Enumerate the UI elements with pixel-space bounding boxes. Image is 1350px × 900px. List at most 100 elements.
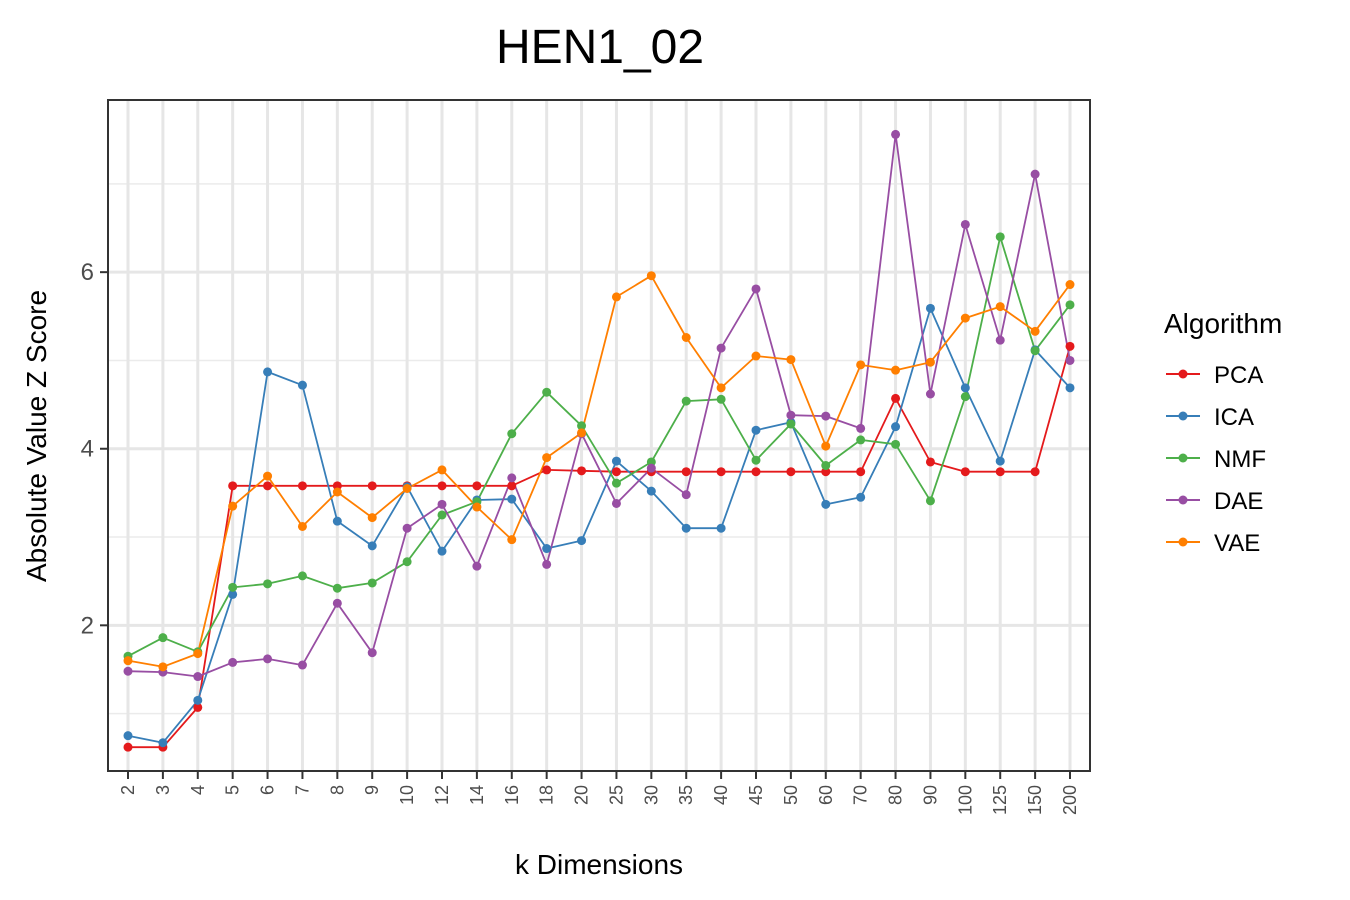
x-tick-label: 18	[537, 785, 557, 805]
x-tick-label: 40	[711, 785, 731, 805]
point-nmf	[158, 633, 168, 643]
x-tick-label: 25	[606, 785, 626, 805]
legend: Algorithm PCA ICA NMF DAE VAE	[1164, 308, 1282, 557]
point-dae	[542, 559, 552, 569]
point-dae	[821, 411, 831, 421]
x-tick-label: 125	[990, 785, 1010, 815]
x-tick-label: 16	[502, 785, 522, 805]
point-ica	[925, 303, 935, 313]
legend-key-point	[1178, 369, 1188, 379]
point-pca	[228, 481, 238, 491]
legend-item-dae: DAE	[1166, 488, 1263, 515]
point-ica	[263, 367, 273, 377]
x-axis-title: k Dimensions	[515, 849, 683, 880]
point-vae	[367, 513, 377, 523]
point-vae	[925, 357, 935, 367]
x-tick-label: 2	[118, 785, 138, 795]
point-pca	[542, 465, 552, 475]
point-pca	[786, 467, 796, 477]
point-ica	[821, 499, 831, 509]
point-vae	[332, 487, 342, 497]
legend-title: Algorithm	[1164, 308, 1282, 339]
point-nmf	[332, 583, 342, 593]
series-line-ica	[127, 307, 1071, 744]
point-dae	[611, 498, 621, 508]
x-tick-label: 90	[920, 785, 940, 805]
point-pca	[611, 467, 621, 477]
point-vae	[611, 292, 621, 302]
point-pca	[577, 466, 587, 476]
point-vae	[123, 656, 133, 666]
y-tick-label: 4	[81, 436, 94, 463]
legend-label: PCA	[1214, 362, 1263, 389]
x-tick-label: 35	[676, 785, 696, 805]
point-vae	[297, 521, 307, 531]
legend-item-pca: PCA	[1166, 362, 1263, 389]
x-tick-label: 10	[397, 785, 417, 805]
point-ica	[611, 456, 621, 466]
point-nmf	[1065, 300, 1075, 310]
series-lines	[127, 133, 1071, 749]
x-tick-label: 5	[223, 785, 243, 795]
y-tick-label: 6	[81, 259, 94, 286]
point-pca	[1030, 467, 1040, 477]
point-pca	[472, 481, 482, 491]
point-ica	[716, 523, 726, 533]
point-dae	[751, 284, 761, 294]
grid	[108, 100, 1090, 771]
point-pca	[507, 481, 517, 491]
point-dae	[891, 129, 901, 139]
x-tick-label: 3	[153, 785, 173, 795]
point-nmf	[228, 582, 238, 592]
point-dae	[716, 343, 726, 353]
x-tick-label: 200	[1060, 785, 1080, 815]
point-nmf	[995, 232, 1005, 242]
x-tick-label: 8	[327, 785, 347, 795]
y-tick-label: 2	[81, 612, 94, 639]
legend-key-point	[1178, 495, 1188, 505]
point-pca	[297, 481, 307, 491]
point-dae	[1030, 169, 1040, 179]
point-ica	[507, 494, 517, 504]
point-nmf	[925, 496, 935, 506]
point-nmf	[751, 455, 761, 465]
point-pca	[925, 457, 935, 467]
point-vae	[681, 332, 691, 342]
point-dae	[228, 657, 238, 667]
point-vae	[437, 465, 447, 475]
y-axis: 2 4 6	[81, 259, 108, 639]
point-vae	[716, 383, 726, 393]
point-nmf	[856, 435, 866, 445]
point-ica	[297, 380, 307, 390]
point-dae	[925, 389, 935, 399]
y-axis-title: Absolute Value Z Score	[21, 290, 52, 582]
point-ica	[681, 523, 691, 533]
point-dae	[437, 499, 447, 509]
point-dae	[507, 473, 517, 483]
legend-items: PCA ICA NMF DAE VAE	[1166, 362, 1266, 557]
point-ica	[193, 695, 203, 705]
point-ica	[332, 516, 342, 526]
point-vae	[960, 313, 970, 323]
point-dae	[646, 463, 656, 473]
series-line-vae	[127, 274, 1071, 668]
x-tick-label: 4	[188, 785, 208, 795]
point-nmf	[960, 392, 970, 402]
point-nmf	[646, 457, 656, 467]
point-nmf	[367, 578, 377, 588]
point-dae	[193, 672, 203, 682]
point-pca	[891, 393, 901, 403]
point-vae	[228, 501, 238, 511]
point-dae	[960, 219, 970, 229]
legend-label: VAE	[1214, 530, 1260, 557]
point-dae	[681, 490, 691, 500]
point-pca	[821, 467, 831, 477]
point-ica	[577, 536, 587, 546]
point-dae	[367, 648, 377, 658]
point-vae	[751, 351, 761, 361]
point-pca	[995, 467, 1005, 477]
legend-item-ica: ICA	[1166, 404, 1254, 431]
point-vae	[577, 428, 587, 438]
x-tick-label: 9	[362, 785, 382, 795]
